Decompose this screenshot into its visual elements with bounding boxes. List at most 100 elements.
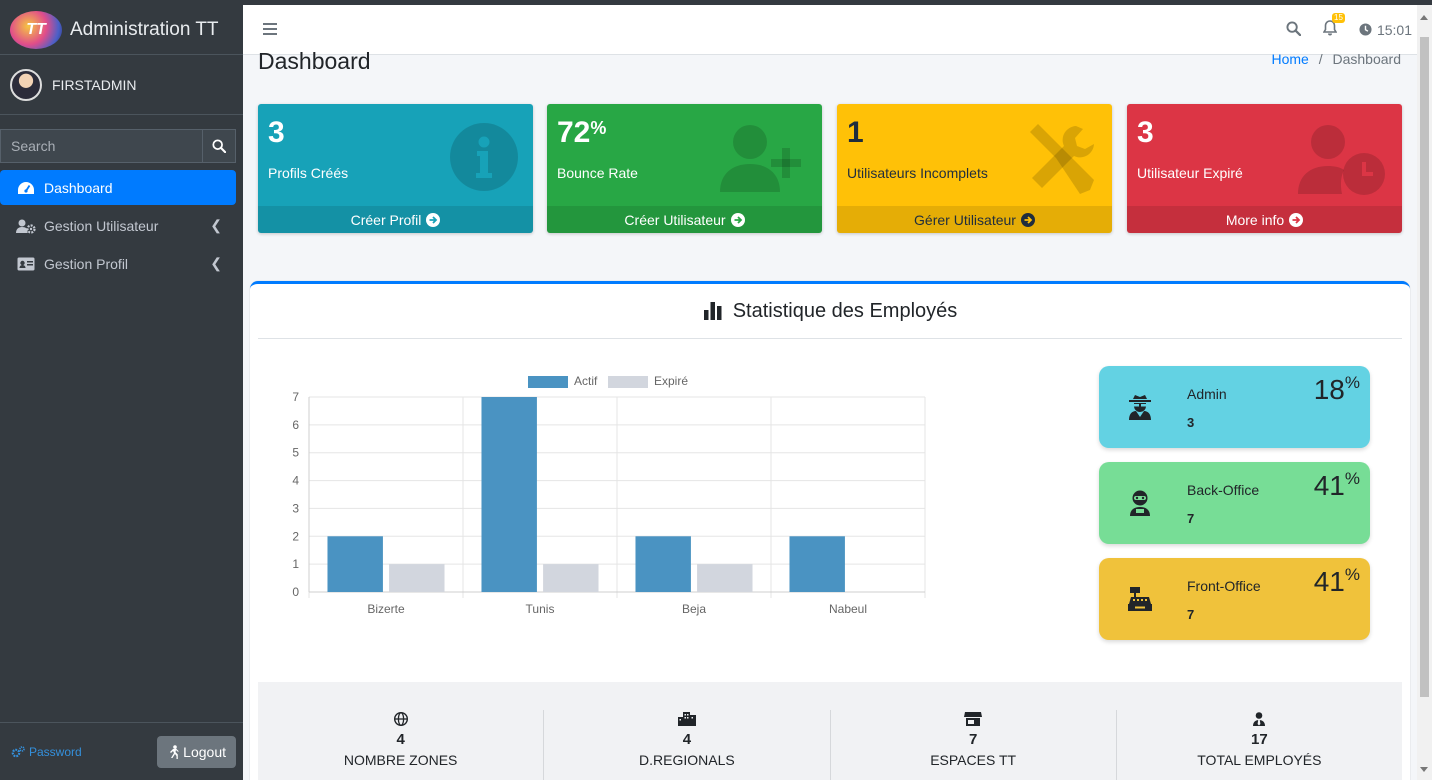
stat-percent: 41% <box>1313 565 1360 597</box>
box-label: Bounce Rate <box>557 165 638 181</box>
small-box-bounce: 72% Bounce Rate Créer Utilisateur <box>547 104 822 233</box>
user-clock-icon <box>1298 122 1388 201</box>
legend-swatch <box>528 376 568 388</box>
summary-regionals: 4 D.REGIONALS <box>544 710 831 780</box>
employee-bar-chart: 0 1 2 3 4 5 6 7 Bizerte Tunis Beja Nabeul Actif Expir… <box>292 374 926 616</box>
box-value: 3 <box>1137 116 1154 149</box>
top-navbar: 15 15:01 <box>243 5 1432 55</box>
create-user-link[interactable]: Créer Utilisateur <box>547 206 822 233</box>
stat-count: 7 <box>1187 511 1195 526</box>
password-link[interactable]: Password <box>11 745 82 759</box>
search-icon <box>212 139 226 153</box>
breadcrumb-home-link[interactable]: Home <box>1271 51 1309 67</box>
stat-name: Admin <box>1187 386 1227 402</box>
box-label: Utilisateur Expiré <box>1137 165 1243 181</box>
sidebar-item-gestion-profil[interactable]: Gestion Profil ❮ <box>0 246 236 281</box>
arrow-circle-right-icon <box>730 212 745 227</box>
user-secret-icon <box>1127 394 1153 425</box>
breadcrumb-separator: / <box>1318 51 1323 67</box>
card-header: Statistique des Employés <box>258 284 1402 339</box>
scroll-thumb[interactable] <box>1420 37 1429 697</box>
box-value: 72% <box>557 116 607 149</box>
notifications-button[interactable]: 15 <box>1322 13 1345 39</box>
create-profil-link[interactable]: Créer Profil <box>258 206 533 233</box>
search-input[interactable] <box>0 129 202 163</box>
bar-expiré <box>389 564 445 592</box>
stat-card-admin[interactable]: Admin 3 18% <box>1099 366 1370 448</box>
clock: 15:01 <box>1359 22 1412 38</box>
y-tick-label: 5 <box>292 446 299 460</box>
sidebar-item-label: Gestion Utilisateur <box>44 217 159 234</box>
stat-percent: 41% <box>1313 469 1360 501</box>
box-link-label: Gérer Utilisateur <box>914 211 1016 228</box>
user-plus-icon <box>718 122 808 199</box>
user-name: FIRSTADMIN <box>52 76 137 93</box>
stat-percent: 18% <box>1313 373 1360 405</box>
stat-name: Front-Office <box>1187 578 1261 594</box>
user-tie-icon <box>1253 712 1266 726</box>
legend-swatch <box>608 376 648 388</box>
user-panel[interactable]: FIRSTADMIN <box>0 55 243 115</box>
navbar-search-icon[interactable] <box>1286 20 1302 39</box>
globe-icon <box>393 712 408 726</box>
page-title: Dashboard <box>258 48 371 74</box>
bar-actif <box>481 397 537 592</box>
more-info-link[interactable]: More info <box>1127 206 1402 233</box>
summary-value: 17 <box>1251 731 1268 748</box>
sidebar-item-label: Gestion Profil <box>44 255 129 272</box>
tools-icon <box>1026 122 1098 199</box>
arrow-circle-right-icon <box>426 212 441 227</box>
stat-card-front-office[interactable]: Front-Office 7 41% <box>1099 558 1370 640</box>
info-icon <box>449 122 519 197</box>
box-label: Profils Créés <box>268 165 349 181</box>
small-box-incomplete: 1 Utilisateurs Incomplets Gérer Utilisat… <box>837 104 1112 233</box>
box-value: 1 <box>847 116 864 149</box>
brand-title: Administration TT <box>70 18 219 40</box>
password-label: Password <box>29 744 82 759</box>
store-icon <box>964 712 983 726</box>
x-tick-label: Beja <box>682 602 706 616</box>
box-label: Utilisateurs Incomplets <box>847 165 988 181</box>
page-scrollbar[interactable] <box>1417 5 1432 780</box>
sidebar-item-dashboard[interactable]: Dashboard <box>0 170 236 205</box>
arrow-circle-right-icon <box>1289 212 1304 227</box>
scroll-up-icon[interactable] <box>1420 15 1428 20</box>
logout-button[interactable]: Logout <box>157 735 236 768</box>
city-icon <box>677 712 696 726</box>
summary-zones: 4 NOMBRE ZONES <box>258 710 545 780</box>
sidebar-item-gestion-utilisateur[interactable]: Gestion Utilisateur ❮ <box>0 208 236 243</box>
cash-register-icon <box>1127 586 1153 617</box>
box-link-label: Créer Utilisateur <box>624 211 726 228</box>
clock-time: 15:01 <box>1376 21 1412 38</box>
top-strip <box>0 0 1432 5</box>
legend-label: Expiré <box>654 374 688 388</box>
y-tick-label: 0 <box>292 585 299 599</box>
chevron-left-icon: ❮ <box>210 255 222 271</box>
chevron-left-icon: ❮ <box>210 217 222 233</box>
stat-count: 3 <box>1187 415 1195 430</box>
avatar <box>10 68 42 101</box>
legend-label: Actif <box>574 374 598 388</box>
summary-label: ESPACES TT <box>930 752 1017 768</box>
sidebar: TT Administration TT FIRSTADMIN Dashboar… <box>0 5 243 780</box>
bar-actif <box>789 536 845 592</box>
brand[interactable]: TT Administration TT <box>0 5 243 55</box>
running-icon <box>170 744 180 759</box>
summary-value: 4 <box>396 731 405 748</box>
y-tick-label: 1 <box>292 557 299 571</box>
stat-name: Back-Office <box>1187 482 1260 498</box>
tachometer-icon <box>16 181 36 195</box>
id-card-icon <box>16 257 36 271</box>
users-cog-icon <box>16 218 36 234</box>
bar-expiré <box>543 564 599 592</box>
box-link-label: Créer Profil <box>350 211 422 228</box>
stat-card-back-office[interactable]: Back-Office 7 41% <box>1099 462 1370 544</box>
arrow-circle-right-icon <box>1020 212 1035 227</box>
search-button[interactable] <box>202 129 236 163</box>
scroll-down-icon[interactable] <box>1420 767 1428 772</box>
menu-toggle-icon[interactable] <box>263 22 277 40</box>
x-tick-label: Tunis <box>526 602 555 616</box>
manage-user-link[interactable]: Gérer Utilisateur <box>837 206 1112 233</box>
summary-value: 7 <box>968 731 978 748</box>
small-box-expired: 3 Utilisateur Expiré More info <box>1127 104 1402 233</box>
